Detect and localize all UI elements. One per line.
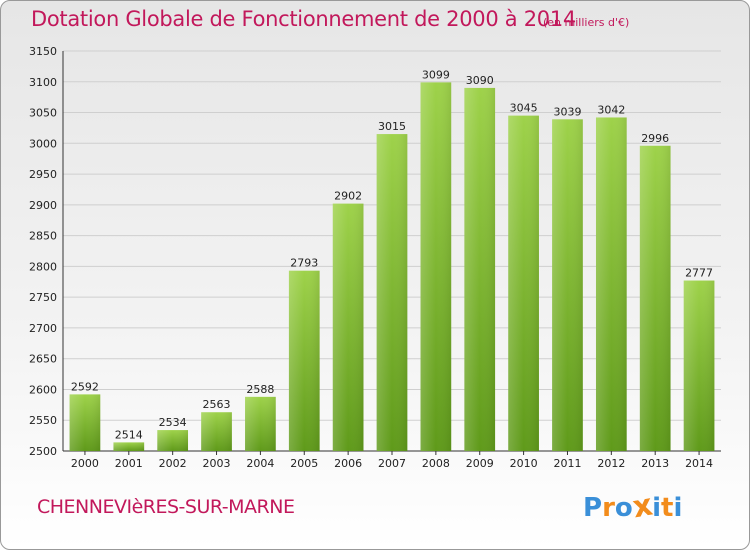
y-tick-label: 2600 xyxy=(29,383,57,396)
bar-shine-2006 xyxy=(332,203,364,451)
x-tick-label-2010: 2010 xyxy=(510,457,538,470)
logo-letter: t xyxy=(661,493,674,523)
x-tick-label-2013: 2013 xyxy=(641,457,669,470)
data-label-2006: 2902 xyxy=(334,190,362,203)
chart-title: Dotation Globale de Fonctionnement de 20… xyxy=(31,7,576,31)
bar-shine-2012 xyxy=(595,117,627,451)
data-label-2014: 2777 xyxy=(685,267,713,280)
logo-letter: P xyxy=(583,493,603,523)
y-tick-label: 3100 xyxy=(29,76,57,89)
y-tick-label: 2500 xyxy=(29,445,57,458)
x-tick-label-2000: 2000 xyxy=(71,457,99,470)
y-tick-label: 2550 xyxy=(29,414,57,427)
y-tick-label: 2700 xyxy=(29,322,57,335)
y-tick-label: 3150 xyxy=(29,45,57,58)
bar-shine-2007 xyxy=(376,134,408,452)
bar-shine-2008 xyxy=(420,82,452,451)
data-label-2004: 2588 xyxy=(246,383,274,396)
y-tick-label: 2850 xyxy=(29,230,57,243)
commune-name: CHENNEVIèRES-SUR-MARNE xyxy=(37,496,295,518)
data-label-2001: 2514 xyxy=(115,428,143,441)
bar-shine-2010 xyxy=(508,115,539,451)
x-tick-label-2009: 2009 xyxy=(466,457,494,470)
data-label-2008: 3099 xyxy=(422,68,450,81)
data-label-2010: 3045 xyxy=(510,102,538,115)
bar-shine-2000 xyxy=(69,394,101,451)
x-tick-label-2005: 2005 xyxy=(290,457,318,470)
bar-shine-2003 xyxy=(201,412,232,451)
x-tick-label-2002: 2002 xyxy=(159,457,187,470)
data-label-2002: 2534 xyxy=(159,416,187,429)
y-tick-label: 2800 xyxy=(29,260,57,273)
y-tick-label: 2950 xyxy=(29,168,57,181)
y-tick-label: 3050 xyxy=(29,107,57,120)
y-tick-label: 2650 xyxy=(29,353,57,366)
data-label-2005: 2793 xyxy=(290,257,318,270)
y-tick-label: 2900 xyxy=(29,199,57,212)
x-tick-label-2014: 2014 xyxy=(685,457,713,470)
bar-shine-2011 xyxy=(552,119,583,452)
bars xyxy=(69,82,715,452)
bar-shine-2014 xyxy=(683,280,715,451)
bar-shine-2005 xyxy=(288,270,320,451)
x-tick-label-2011: 2011 xyxy=(553,457,581,470)
x-tick-label-2004: 2004 xyxy=(246,457,274,470)
data-labels: 2592 2514 2534 2563 2588 2793 2902 3015 3099 3090… xyxy=(71,68,713,441)
data-label-2003: 2563 xyxy=(203,398,231,411)
x-tick-label-2003: 2003 xyxy=(203,457,231,470)
x-tick-labels: 2000 2001 2002 2003 2004 2005 2006 2007 2008 2009… xyxy=(71,457,713,470)
logo-letter: i xyxy=(652,493,662,523)
x-tick-label-2001: 2001 xyxy=(115,457,143,470)
data-label-2012: 3042 xyxy=(597,103,625,116)
data-label-2011: 3039 xyxy=(553,105,581,118)
x-tick-label-2006: 2006 xyxy=(334,457,362,470)
y-tick-label: 2750 xyxy=(29,291,57,304)
bar-shine-2001 xyxy=(113,442,145,451)
data-label-2013: 2996 xyxy=(641,132,669,145)
x-tick-label-2007: 2007 xyxy=(378,457,406,470)
y-tick-labels: 2500 2550 2600 2650 2700 2750 2800 2850 2900 2950… xyxy=(29,45,57,458)
logo-letter: i xyxy=(673,493,683,523)
chart-subtitle: (en milliers d'€) xyxy=(543,16,630,29)
x-tick-label-2008: 2008 xyxy=(422,457,450,470)
proxiti-logo[interactable]: Proxiti xyxy=(583,488,683,526)
data-label-2009: 3090 xyxy=(466,74,494,87)
logo-letter: r xyxy=(602,493,615,523)
bar-shine-2004 xyxy=(245,396,276,451)
data-label-2007: 3015 xyxy=(378,120,406,133)
bar-shine-2013 xyxy=(639,145,671,451)
y-tick-label: 3000 xyxy=(29,137,57,150)
bar-shine-2009 xyxy=(464,87,496,451)
bar-shine-2002 xyxy=(157,430,189,451)
x-tick-label-2012: 2012 xyxy=(597,457,625,470)
logo-letter: o xyxy=(614,493,633,523)
data-label-2000: 2592 xyxy=(71,380,99,393)
